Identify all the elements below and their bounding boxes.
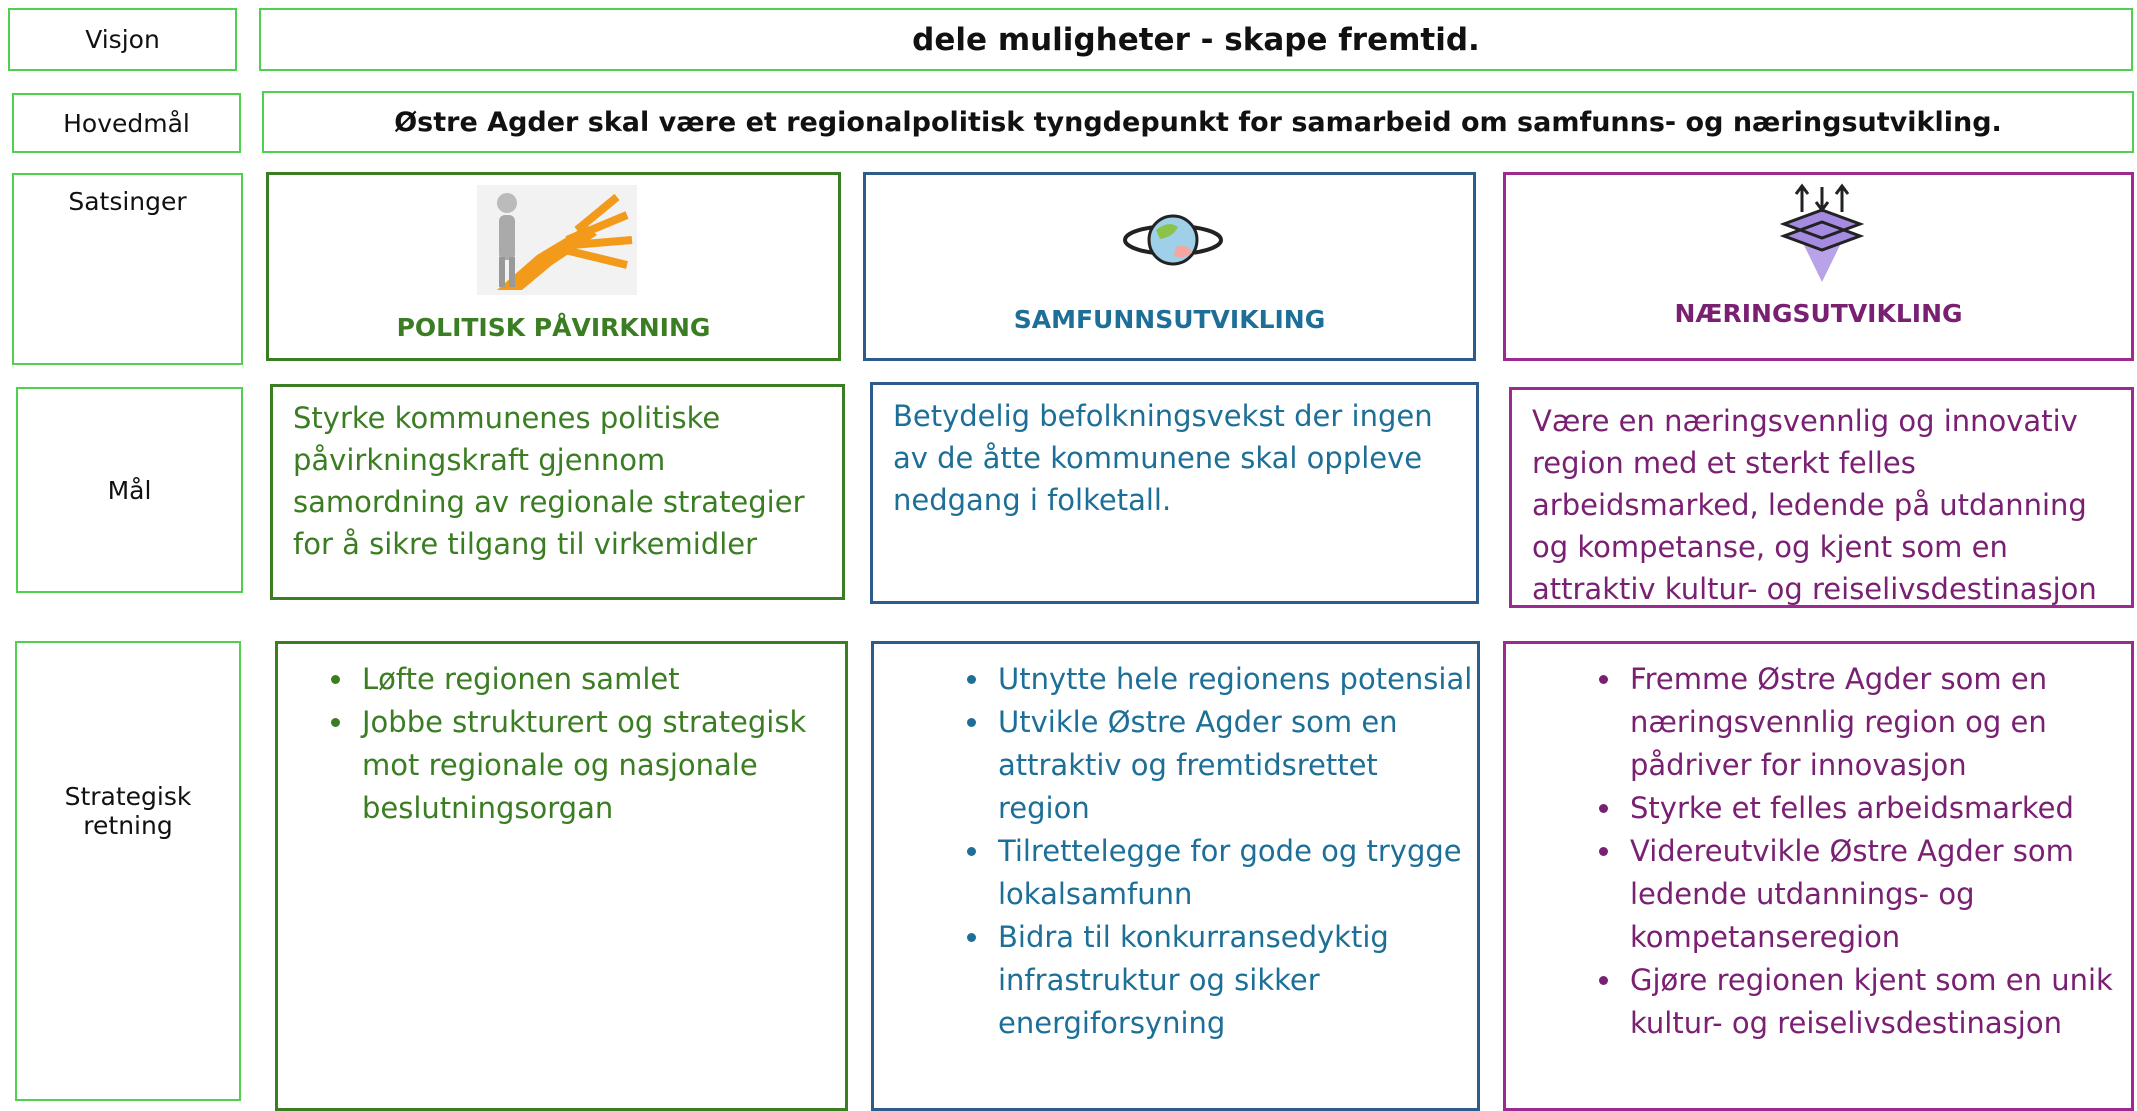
direction-item: Utnytte hele regionens potensial xyxy=(992,658,1477,701)
icon xyxy=(477,185,637,295)
focus-box: NÆRINGSUTVIKLING xyxy=(1503,172,2134,361)
row-label: Visjon xyxy=(8,8,237,71)
direction-item: Styrke et felles arbeidsmarked xyxy=(1624,787,2131,830)
goal: Betydelig befolkningsvekst der ingen av … xyxy=(870,382,1479,604)
direction-list: Fremme Østre Agder som en næringsvennlig… xyxy=(1506,658,2131,1045)
direction-list: Løfte regionen samletJobbe strukturert o… xyxy=(278,658,845,830)
focus-title: NÆRINGSUTVIKLING xyxy=(1674,299,1963,328)
row-label: Satsinger xyxy=(12,173,243,365)
direction-item: Tilrettelegge for gode og trygge lokalsa… xyxy=(992,830,1477,916)
icon xyxy=(1123,214,1223,266)
direction-item: Fremme Østre Agder som en næringsvennlig… xyxy=(1624,658,2131,787)
direction-item: Bidra til konkurransedyktig infrastruktu… xyxy=(992,916,1477,1045)
row-label: Strategisk retning xyxy=(15,641,241,1101)
goal: Styrke kommunenes politiske påvirkningsk… xyxy=(270,384,845,600)
focus-title: POLITISK PÅVIRKNING xyxy=(396,313,711,342)
direction-item: Gjøre regionen kjent som en unik kultur-… xyxy=(1624,959,2131,1045)
main-goal: Østre Agder skal være et regionalpolitis… xyxy=(262,91,2134,153)
direction-item: Utvikle Østre Agder som en attraktiv og … xyxy=(992,701,1477,830)
row-label: Hovedmål xyxy=(12,93,241,153)
direction-item: Videreutvikle Østre Agder som ledende ut… xyxy=(1624,830,2131,959)
goal: Være en næringsvennlig og innovativ regi… xyxy=(1509,387,2134,608)
icon xyxy=(1779,183,1865,282)
directions: Løfte regionen samletJobbe strukturert o… xyxy=(275,641,848,1111)
directions: Utnytte hele regionens potensialUtvikle … xyxy=(871,641,1480,1111)
row-label: Mål xyxy=(16,387,243,593)
direction-item: Løfte regionen samlet xyxy=(356,658,845,701)
direction-item: Jobbe strukturert og strategisk mot regi… xyxy=(356,701,845,830)
focus-box: POLITISK PÅVIRKNING xyxy=(266,172,841,361)
focus-title: SAMFUNNSUTVIKLING xyxy=(1013,305,1326,334)
directions: Fremme Østre Agder som en næringsvennlig… xyxy=(1503,641,2134,1111)
focus-box: SAMFUNNSUTVIKLING xyxy=(863,172,1476,361)
direction-list: Utnytte hele regionens potensialUtvikle … xyxy=(874,658,1477,1045)
vision: dele muligheter - skape fremtid. xyxy=(259,8,2133,71)
